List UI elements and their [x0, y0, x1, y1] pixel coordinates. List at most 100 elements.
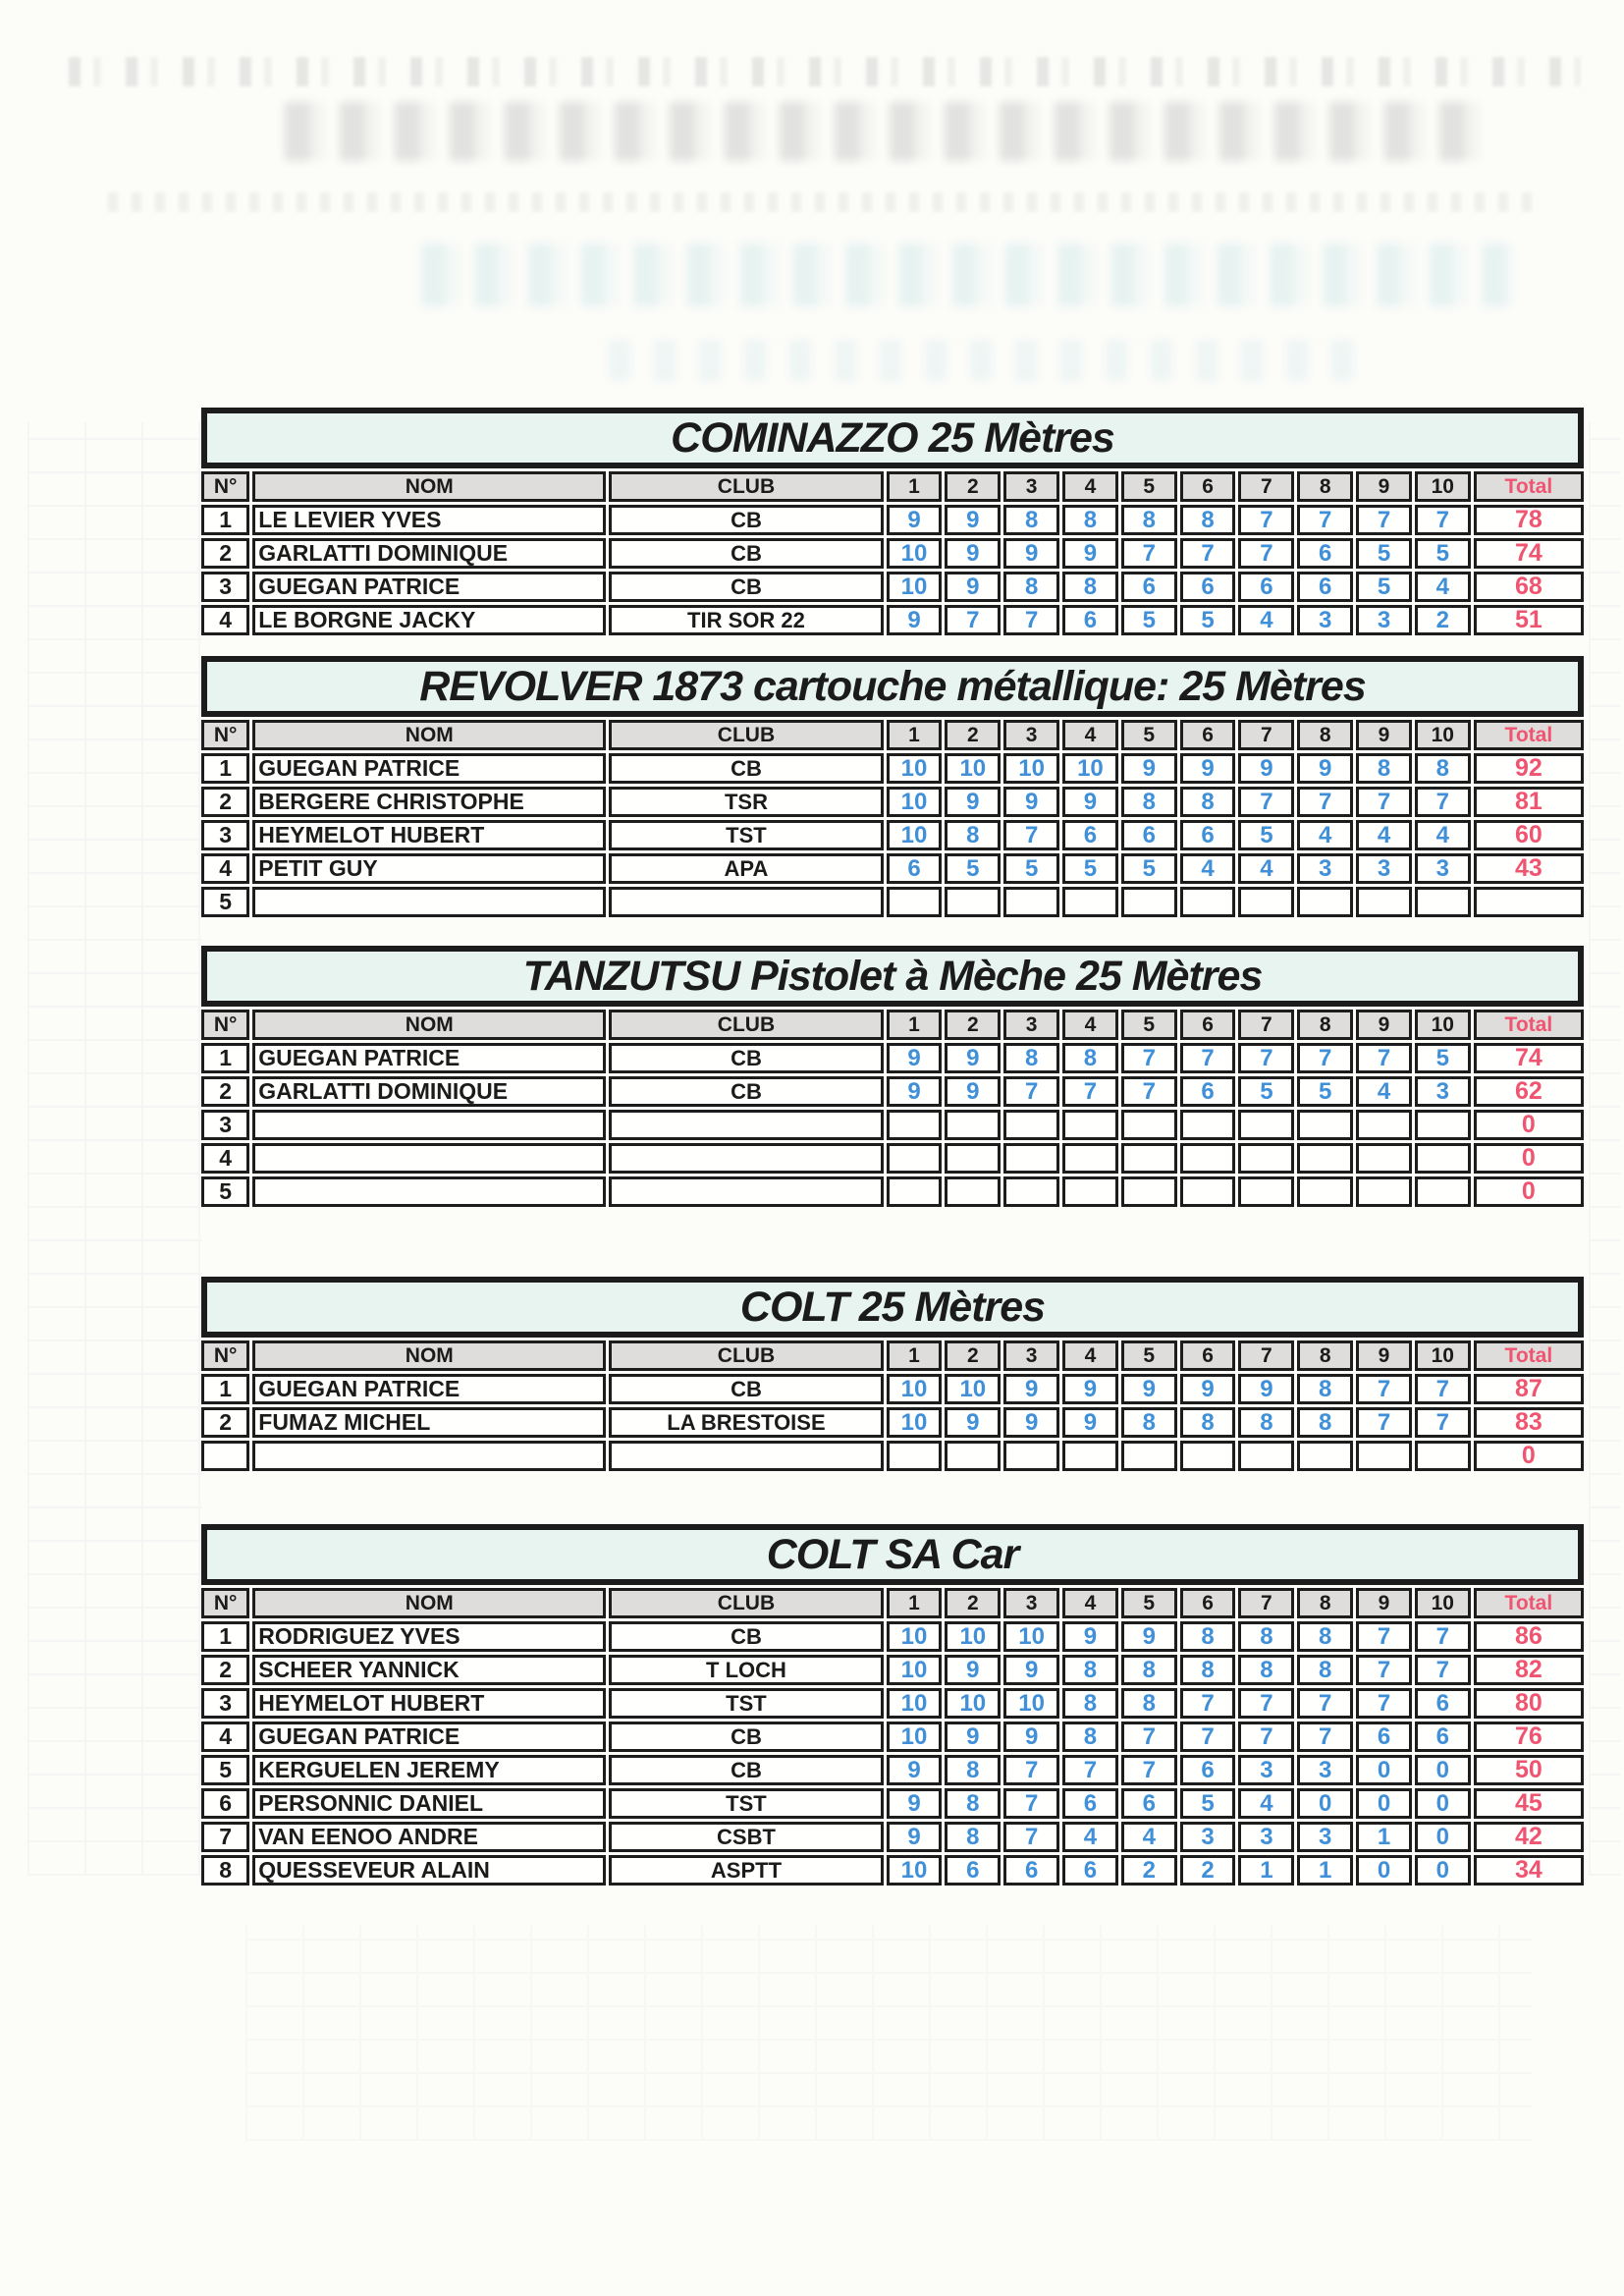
- table-title-band: COLT 25 Mètres: [201, 1277, 1584, 1338]
- result-row: 3 0: [201, 1110, 1584, 1140]
- shot-score-cell: 5: [945, 853, 1001, 884]
- shot-score-cell: [1179, 1143, 1236, 1174]
- shot-score-cell: 9: [945, 1407, 1001, 1438]
- shot-score-cell: 9: [1120, 1621, 1177, 1652]
- shot-score-cell: 10: [886, 1407, 943, 1438]
- shot-score-cell: 4: [1356, 1076, 1412, 1107]
- score-grid: N° NOM CLUB 1 2 3 4 5 6 7 8 9 10 Total 1 RODRIGUE…: [198, 1585, 1587, 1888]
- rank-cell: 8: [201, 1855, 250, 1886]
- col-header-shot: 3: [1003, 1588, 1060, 1618]
- col-header-shot: 5: [1120, 720, 1177, 750]
- shot-score-cell: 7: [945, 605, 1001, 635]
- shooter-name-cell: HEYMELOT HUBERT: [252, 1688, 607, 1719]
- score-grid: N° NOM CLUB 1 2 3 4 5 6 7 8 9 10 Total 1 LE LEVIE…: [198, 468, 1587, 638]
- header-row: N° NOM CLUB 1 2 3 4 5 6 7 8 9 10 Total: [201, 1010, 1584, 1040]
- club-cell: ASPTT: [609, 1855, 884, 1886]
- club-cell: APA: [609, 853, 884, 884]
- shot-score-cell: 9: [1238, 753, 1295, 784]
- rank-cell: 5: [201, 1176, 250, 1207]
- col-header-num: N°: [201, 720, 250, 750]
- shot-score-cell: 6: [1062, 605, 1118, 635]
- shot-score-cell: 9: [886, 605, 943, 635]
- shot-score-cell: 8: [1062, 1722, 1118, 1752]
- shot-score-cell: 8: [1238, 1655, 1295, 1685]
- col-header-shot: 5: [1120, 471, 1177, 502]
- club-cell: TST: [609, 1788, 884, 1819]
- shot-score-cell: 4: [1238, 605, 1295, 635]
- shot-score-cell: 10: [1003, 1688, 1060, 1719]
- shooter-name-cell: GUEGAN PATRICE: [252, 1043, 607, 1073]
- shot-score-cell: 10: [1062, 753, 1118, 784]
- shot-score-cell: [1356, 1110, 1412, 1140]
- shot-score-cell: 4: [1179, 853, 1236, 884]
- result-row: 2 BERGERE CHRISTOPHE TSR 10 9 9 9 8 8 7 7 7 7 81: [201, 787, 1584, 817]
- shot-score-cell: 10: [886, 1722, 943, 1752]
- shot-score-cell: 7: [1120, 538, 1177, 569]
- shot-score-cell: 8: [1120, 1655, 1177, 1685]
- col-header-shot: 8: [1297, 720, 1354, 750]
- col-header-total: Total: [1473, 471, 1584, 502]
- shot-score-cell: 7: [1414, 1407, 1471, 1438]
- col-header-num: N°: [201, 471, 250, 502]
- shot-score-cell: [1003, 887, 1060, 917]
- club-cell: CB: [609, 1076, 884, 1107]
- shot-score-cell: 5: [1238, 1076, 1295, 1107]
- col-header-shot: 1: [886, 720, 943, 750]
- col-header-shot: 3: [1003, 720, 1060, 750]
- rank-cell: 3: [201, 1110, 250, 1140]
- shot-score-cell: [1120, 887, 1177, 917]
- shooter-name-cell: GARLATTI DOMINIQUE: [252, 538, 607, 569]
- shot-score-cell: 2: [1179, 1855, 1236, 1886]
- shot-score-cell: 7: [1356, 1043, 1412, 1073]
- shot-score-cell: [945, 1143, 1001, 1174]
- total-cell: 62: [1473, 1076, 1584, 1107]
- shooter-name-cell: GUEGAN PATRICE: [252, 572, 607, 602]
- shot-score-cell: [1414, 1441, 1471, 1471]
- shot-score-cell: 9: [1062, 787, 1118, 817]
- rank-cell: 6: [201, 1788, 250, 1819]
- shot-score-cell: 7: [1120, 1755, 1177, 1785]
- col-header-shot: 7: [1238, 1588, 1295, 1618]
- total-cell: [1473, 887, 1584, 917]
- total-cell: 34: [1473, 1855, 1584, 1886]
- shot-score-cell: 8: [1414, 753, 1471, 784]
- shot-score-cell: [1238, 1143, 1295, 1174]
- col-header-shot: 3: [1003, 1340, 1060, 1371]
- col-header-shot: 4: [1062, 720, 1118, 750]
- shot-score-cell: [1414, 887, 1471, 917]
- club-cell: T LOCH: [609, 1655, 884, 1685]
- shot-score-cell: 4: [1062, 1822, 1118, 1852]
- shot-score-cell: [1297, 1176, 1354, 1207]
- shot-score-cell: 10: [886, 753, 943, 784]
- shot-score-cell: 7: [1062, 1755, 1118, 1785]
- col-header-shot: 2: [945, 1588, 1001, 1618]
- shot-score-cell: 7: [1003, 1822, 1060, 1852]
- club-cell: LA BRESTOISE: [609, 1407, 884, 1438]
- shooter-name-cell: VAN EENOO ANDRE: [252, 1822, 607, 1852]
- shot-score-cell: 7: [1414, 787, 1471, 817]
- rank-cell: 7: [201, 1822, 250, 1852]
- result-row: 2 GARLATTI DOMINIQUE CB 10 9 9 9 7 7 7 6 5 5 74: [201, 538, 1584, 569]
- shot-score-cell: 7: [1238, 1688, 1295, 1719]
- shot-score-cell: [1120, 1143, 1177, 1174]
- col-header-total: Total: [1473, 1010, 1584, 1040]
- club-cell: TST: [609, 1688, 884, 1719]
- shot-score-cell: 10: [886, 1374, 943, 1404]
- table-title-band: TANZUTSU Pistolet à Mèche 25 Mètres: [201, 946, 1584, 1007]
- shot-score-cell: [1120, 1441, 1177, 1471]
- col-header-num: N°: [201, 1588, 250, 1618]
- shot-score-cell: 6: [1414, 1688, 1471, 1719]
- shot-score-cell: 5: [1356, 572, 1412, 602]
- col-header-shot: 9: [1356, 471, 1412, 502]
- result-row: 4 0: [201, 1143, 1584, 1174]
- table-title-band: COMINAZZO 25 Mètres: [201, 408, 1584, 468]
- club-cell: CB: [609, 1374, 884, 1404]
- shot-score-cell: 10: [1003, 1621, 1060, 1652]
- total-cell: 60: [1473, 820, 1584, 850]
- shot-score-cell: 8: [1179, 1621, 1236, 1652]
- shot-score-cell: 9: [1003, 1407, 1060, 1438]
- shot-score-cell: 5: [1414, 538, 1471, 569]
- shot-score-cell: 7: [1120, 1076, 1177, 1107]
